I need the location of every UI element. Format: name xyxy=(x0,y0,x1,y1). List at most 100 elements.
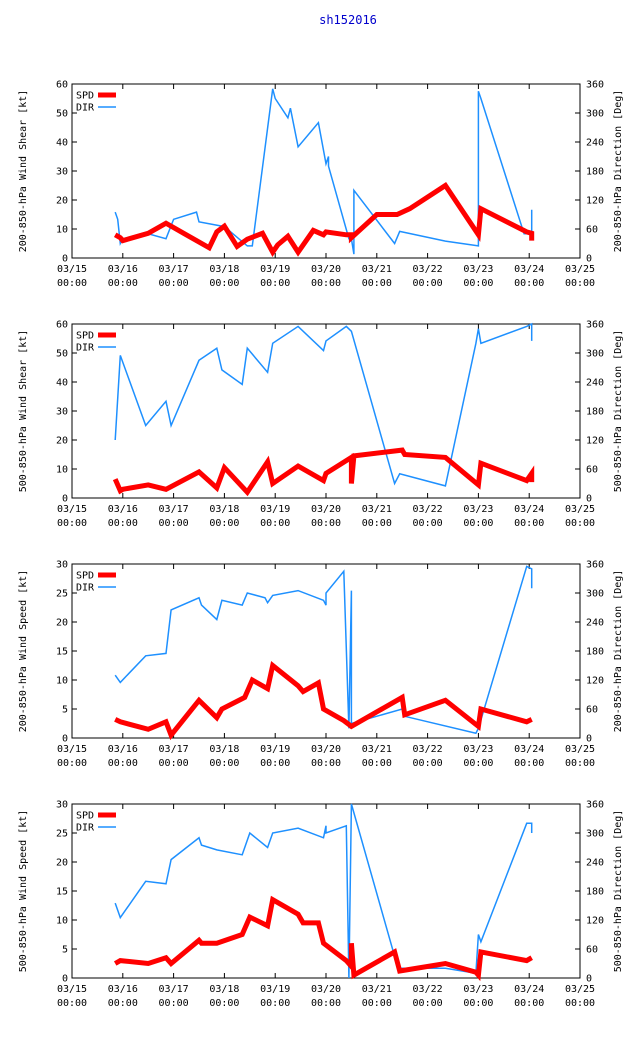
y-tick-label: 60 xyxy=(56,80,68,91)
x-tick-time: 00:00 xyxy=(260,278,290,289)
x-tick-time: 00:00 xyxy=(514,758,544,769)
x-tick-time: 00:00 xyxy=(362,278,392,289)
y2-tick-label: 300 xyxy=(586,829,604,840)
x-tick-time: 00:00 xyxy=(362,518,392,529)
x-tick-label: 03/20 xyxy=(311,504,341,515)
y-tick-label: 25 xyxy=(56,829,68,840)
x-tick-time: 00:00 xyxy=(209,518,239,529)
y2-tick-label: 120 xyxy=(586,436,604,447)
x-tick-time: 00:00 xyxy=(108,758,138,769)
x-tick-label: 03/15 xyxy=(57,504,87,515)
x-tick-label: 03/15 xyxy=(57,744,87,755)
x-tick-label: 03/16 xyxy=(108,984,138,995)
y2-axis-label: 500-850-hPa Direction [Deg] xyxy=(613,330,624,493)
x-tick-label: 03/22 xyxy=(413,504,443,515)
series-line-spd xyxy=(113,182,535,257)
x-tick-label: 03/21 xyxy=(362,984,392,995)
y2-tick-label: 180 xyxy=(586,647,604,658)
y-tick-label: 0 xyxy=(62,254,68,265)
page-title: sh152016 xyxy=(319,13,377,27)
x-tick-time: 00:00 xyxy=(57,998,87,1009)
series-line-spd xyxy=(112,447,535,497)
x-tick-time: 00:00 xyxy=(209,998,239,1009)
x-tick-label: 03/25 xyxy=(565,264,595,275)
y2-tick-label: 360 xyxy=(586,80,604,91)
series-line-dir xyxy=(114,803,533,979)
y2-axis-label: 200-850-hPa Direction [Deg] xyxy=(613,90,624,253)
x-tick-time: 00:00 xyxy=(108,998,138,1009)
y2-tick-label: 180 xyxy=(586,167,604,178)
x-tick-time: 00:00 xyxy=(311,278,341,289)
x-tick-time: 00:00 xyxy=(514,518,544,529)
x-tick-label: 03/18 xyxy=(209,984,239,995)
x-tick-label: 03/21 xyxy=(362,264,392,275)
y-tick-label: 10 xyxy=(56,225,68,236)
x-tick-time: 00:00 xyxy=(57,518,87,529)
x-tick-time: 00:00 xyxy=(463,998,493,1009)
x-tick-time: 00:00 xyxy=(159,518,189,529)
y-tick-label: 0 xyxy=(62,974,68,985)
y2-tick-label: 60 xyxy=(586,705,598,716)
x-tick-time: 00:00 xyxy=(514,998,544,1009)
y2-tick-label: 180 xyxy=(586,887,604,898)
y-axis-label: 500-850-hPa Wind Speed [kt] xyxy=(18,810,29,973)
y-tick-label: 10 xyxy=(56,676,68,687)
x-tick-time: 00:00 xyxy=(565,278,595,289)
x-tick-label: 03/22 xyxy=(413,744,443,755)
x-tick-time: 00:00 xyxy=(260,998,290,1009)
y2-tick-label: 180 xyxy=(586,407,604,418)
x-tick-label: 03/17 xyxy=(159,504,189,515)
series-line-dir xyxy=(114,565,533,735)
legend-label: DIR xyxy=(76,823,95,834)
legend-label: SPD xyxy=(76,811,94,822)
x-tick-time: 00:00 xyxy=(413,998,443,1009)
x-tick-label: 03/19 xyxy=(260,264,290,275)
y2-tick-label: 360 xyxy=(586,560,604,571)
x-tick-label: 03/19 xyxy=(260,984,290,995)
x-tick-label: 03/25 xyxy=(565,504,595,515)
y-axis-label: 200-850-hPa Wind Speed [kt] xyxy=(18,570,29,733)
legend-label: DIR xyxy=(76,343,95,354)
y-tick-label: 10 xyxy=(56,465,68,476)
y-tick-label: 15 xyxy=(56,887,68,898)
x-tick-time: 00:00 xyxy=(565,998,595,1009)
y-tick-label: 20 xyxy=(56,858,68,869)
x-tick-time: 00:00 xyxy=(108,518,138,529)
x-tick-time: 00:00 xyxy=(159,758,189,769)
x-tick-time: 00:00 xyxy=(260,518,290,529)
x-tick-label: 03/18 xyxy=(209,264,239,275)
x-tick-label: 03/17 xyxy=(159,744,189,755)
x-tick-time: 00:00 xyxy=(311,518,341,529)
y-tick-label: 5 xyxy=(62,705,68,716)
y2-tick-label: 60 xyxy=(586,465,598,476)
x-tick-label: 03/24 xyxy=(514,984,544,995)
x-tick-label: 03/23 xyxy=(463,984,493,995)
x-tick-label: 03/23 xyxy=(463,264,493,275)
x-tick-time: 00:00 xyxy=(57,278,87,289)
y-axis-label: 200-850-hPa Wind Shear [kt] xyxy=(18,90,29,253)
y2-tick-label: 240 xyxy=(586,378,604,389)
y-tick-label: 20 xyxy=(56,618,68,629)
y2-tick-label: 120 xyxy=(586,196,604,207)
x-tick-time: 00:00 xyxy=(463,518,493,529)
x-tick-time: 00:00 xyxy=(311,758,341,769)
legend-label: DIR xyxy=(76,103,95,114)
y2-tick-label: 120 xyxy=(586,916,604,927)
y2-tick-label: 240 xyxy=(586,858,604,869)
x-tick-label: 03/17 xyxy=(159,264,189,275)
x-tick-label: 03/17 xyxy=(159,984,189,995)
series-line-spd xyxy=(113,895,533,982)
x-tick-label: 03/22 xyxy=(413,264,443,275)
x-tick-label: 03/15 xyxy=(57,264,87,275)
y-tick-label: 30 xyxy=(56,560,68,571)
x-tick-label: 03/24 xyxy=(514,264,544,275)
chart-panel-4: 05101520253006012018024030036003/1500:00… xyxy=(18,800,624,1010)
x-tick-label: 03/24 xyxy=(514,504,544,515)
x-tick-time: 00:00 xyxy=(209,758,239,769)
chart-panel-2: 0 10 20 30 40 50 60 0 60 120 180 240 300 360 03/15 00:0… xyxy=(18,320,624,530)
y2-tick-label: 360 xyxy=(586,320,604,331)
